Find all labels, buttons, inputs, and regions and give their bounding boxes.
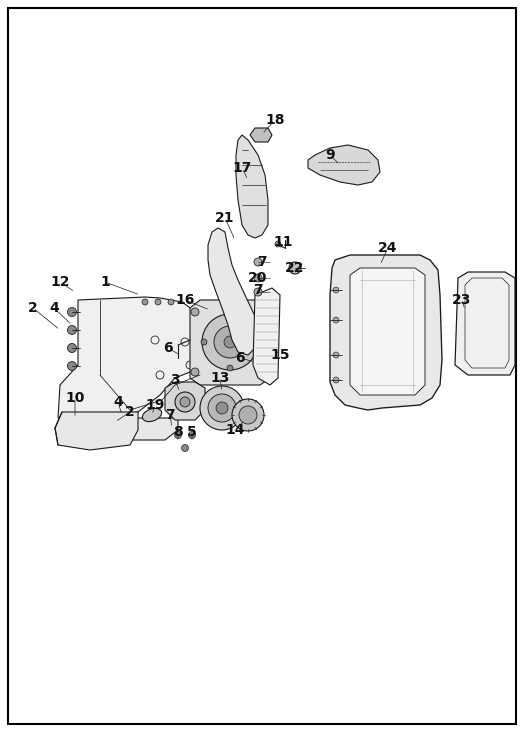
- Circle shape: [142, 299, 148, 305]
- Circle shape: [216, 402, 228, 414]
- Circle shape: [227, 313, 233, 319]
- Circle shape: [180, 397, 190, 407]
- Polygon shape: [236, 135, 268, 238]
- Text: 3: 3: [170, 373, 180, 387]
- Text: 6: 6: [235, 351, 245, 365]
- Circle shape: [174, 431, 181, 438]
- Circle shape: [68, 326, 77, 335]
- Polygon shape: [165, 382, 205, 420]
- Text: 17: 17: [232, 161, 252, 175]
- Circle shape: [175, 392, 195, 412]
- Polygon shape: [250, 128, 272, 142]
- Circle shape: [232, 399, 264, 431]
- Circle shape: [254, 288, 262, 296]
- Text: 14: 14: [225, 423, 245, 437]
- Circle shape: [200, 386, 244, 430]
- Text: 24: 24: [378, 241, 398, 255]
- Polygon shape: [208, 228, 260, 355]
- Circle shape: [208, 394, 236, 422]
- Circle shape: [275, 241, 281, 247]
- Text: 7: 7: [253, 283, 263, 297]
- Ellipse shape: [143, 408, 161, 422]
- Circle shape: [168, 299, 174, 305]
- Circle shape: [333, 317, 339, 323]
- Circle shape: [214, 326, 246, 358]
- Circle shape: [68, 362, 77, 370]
- Circle shape: [333, 352, 339, 358]
- Polygon shape: [350, 268, 425, 395]
- Circle shape: [191, 368, 199, 376]
- Text: 8: 8: [173, 425, 183, 439]
- Polygon shape: [58, 297, 208, 418]
- Text: 1: 1: [100, 275, 110, 289]
- Circle shape: [224, 336, 236, 348]
- Circle shape: [254, 258, 262, 266]
- Polygon shape: [455, 272, 515, 375]
- Circle shape: [68, 343, 77, 353]
- Text: 22: 22: [285, 261, 305, 275]
- Text: 19: 19: [145, 398, 165, 412]
- Circle shape: [189, 431, 195, 438]
- Circle shape: [202, 314, 258, 370]
- Polygon shape: [55, 412, 138, 450]
- Circle shape: [253, 339, 259, 345]
- Text: 23: 23: [452, 293, 472, 307]
- Text: 15: 15: [270, 348, 290, 362]
- Text: 6: 6: [163, 341, 173, 355]
- Polygon shape: [253, 288, 280, 385]
- Circle shape: [333, 377, 339, 383]
- Circle shape: [181, 444, 189, 452]
- Text: 11: 11: [273, 235, 293, 249]
- Circle shape: [256, 308, 264, 316]
- Circle shape: [258, 368, 266, 376]
- Polygon shape: [330, 255, 442, 410]
- Text: 4: 4: [113, 395, 123, 409]
- Text: 4: 4: [49, 301, 59, 315]
- Circle shape: [333, 287, 339, 293]
- Text: 2: 2: [28, 301, 38, 315]
- Text: 5: 5: [187, 425, 197, 439]
- Circle shape: [254, 274, 262, 282]
- Text: 7: 7: [165, 408, 175, 422]
- Circle shape: [155, 299, 161, 305]
- Polygon shape: [308, 145, 380, 185]
- Circle shape: [201, 339, 207, 345]
- Circle shape: [227, 365, 233, 371]
- Text: 2: 2: [125, 405, 135, 419]
- Polygon shape: [190, 300, 270, 385]
- Text: 7: 7: [257, 255, 267, 269]
- Text: 18: 18: [265, 113, 285, 127]
- Text: 21: 21: [215, 211, 235, 225]
- Text: 16: 16: [176, 293, 195, 307]
- Circle shape: [68, 307, 77, 316]
- Text: 9: 9: [325, 148, 335, 162]
- Polygon shape: [90, 418, 178, 440]
- Text: 20: 20: [248, 271, 268, 285]
- Text: 10: 10: [66, 391, 85, 405]
- Text: 12: 12: [50, 275, 70, 289]
- Circle shape: [239, 406, 257, 424]
- Text: 13: 13: [210, 371, 230, 385]
- Circle shape: [191, 308, 199, 316]
- Circle shape: [289, 262, 301, 274]
